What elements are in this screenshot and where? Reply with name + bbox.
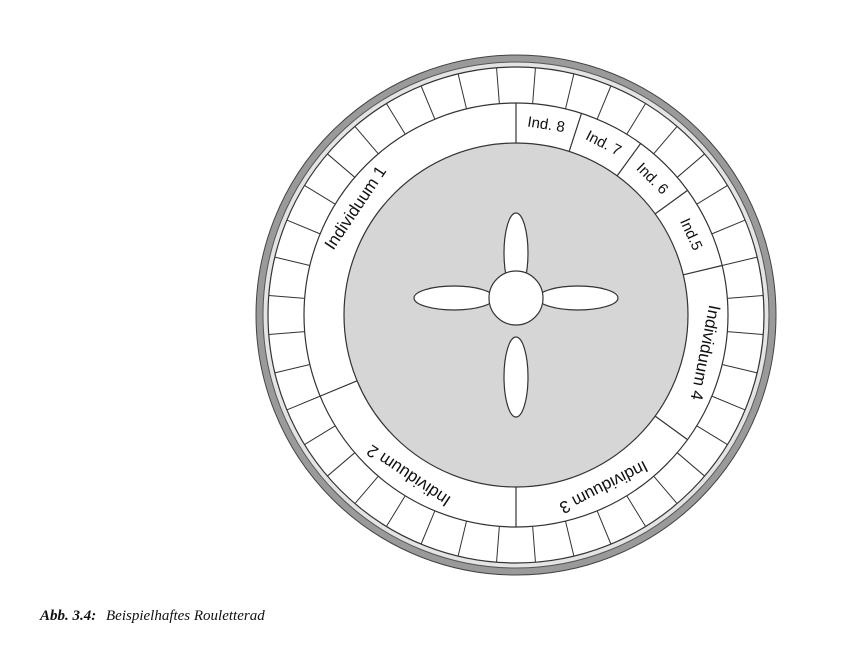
spinner-arm-left: [413, 285, 495, 311]
segment-divider: [616, 143, 642, 177]
pocket-divider: [327, 153, 356, 178]
pocket-divider: [274, 256, 310, 266]
pocket-divider: [696, 425, 728, 446]
pocket-divider: [696, 184, 728, 205]
pocket-divider: [286, 219, 321, 235]
pocket-divider: [304, 425, 336, 446]
pocket-divider: [596, 85, 612, 120]
pocket-divider: [727, 331, 764, 335]
figure-caption: Abb. 3.4: Beispielhaftes Rouletterad: [40, 608, 265, 625]
pocket-divider: [286, 395, 321, 411]
pocket-divider: [711, 395, 746, 411]
pocket-divider: [420, 510, 436, 545]
segment-divider: [654, 189, 688, 215]
pocket-divider: [354, 475, 379, 504]
pocket-divider: [596, 510, 612, 545]
pocket-dividers: [268, 67, 764, 563]
pocket-divider: [327, 452, 356, 477]
segment-divider: [654, 415, 688, 441]
segment-dividers: [319, 103, 723, 527]
pocket-divider: [676, 153, 705, 178]
pocket-divider: [457, 73, 467, 109]
pocket-divider: [565, 73, 575, 109]
pocket-divider: [711, 219, 746, 235]
pocket-divider: [626, 495, 647, 527]
pocket-divider: [676, 452, 705, 477]
pocket-divider: [532, 526, 536, 563]
caption-text: Beispielhaftes Rouletterad: [106, 608, 265, 624]
pocket-divider: [496, 67, 500, 104]
segment-label: Ind. 8: [526, 114, 566, 137]
pocket-divider: [274, 364, 310, 374]
pocket-divider: [653, 475, 678, 504]
caption-label: Abb. 3.4:: [40, 608, 97, 624]
pocket-divider: [722, 256, 758, 266]
pocket-divider: [304, 184, 336, 205]
pocket-divider: [457, 521, 467, 557]
pocket-divider: [268, 331, 305, 335]
pocket-divider: [722, 364, 758, 374]
pocket-divider: [385, 495, 406, 527]
pocket-divider: [565, 521, 575, 557]
segment-divider: [319, 380, 358, 397]
pocket-divider: [532, 67, 536, 104]
pocket-divider: [354, 126, 379, 155]
segment-divider: [683, 264, 723, 276]
spinner: [413, 212, 619, 418]
spinner-arm-right: [537, 285, 619, 311]
pocket-divider: [653, 126, 678, 155]
pocket-divider: [420, 85, 436, 120]
spinner-hub: [488, 270, 544, 326]
pocket-divider: [385, 103, 406, 135]
spinner-arm-bottom: [503, 336, 529, 418]
segment-divider: [568, 113, 583, 152]
pocket-divider: [727, 295, 764, 299]
pocket-divider: [268, 295, 305, 299]
pocket-divider: [496, 526, 500, 563]
pocket-divider: [626, 103, 647, 135]
